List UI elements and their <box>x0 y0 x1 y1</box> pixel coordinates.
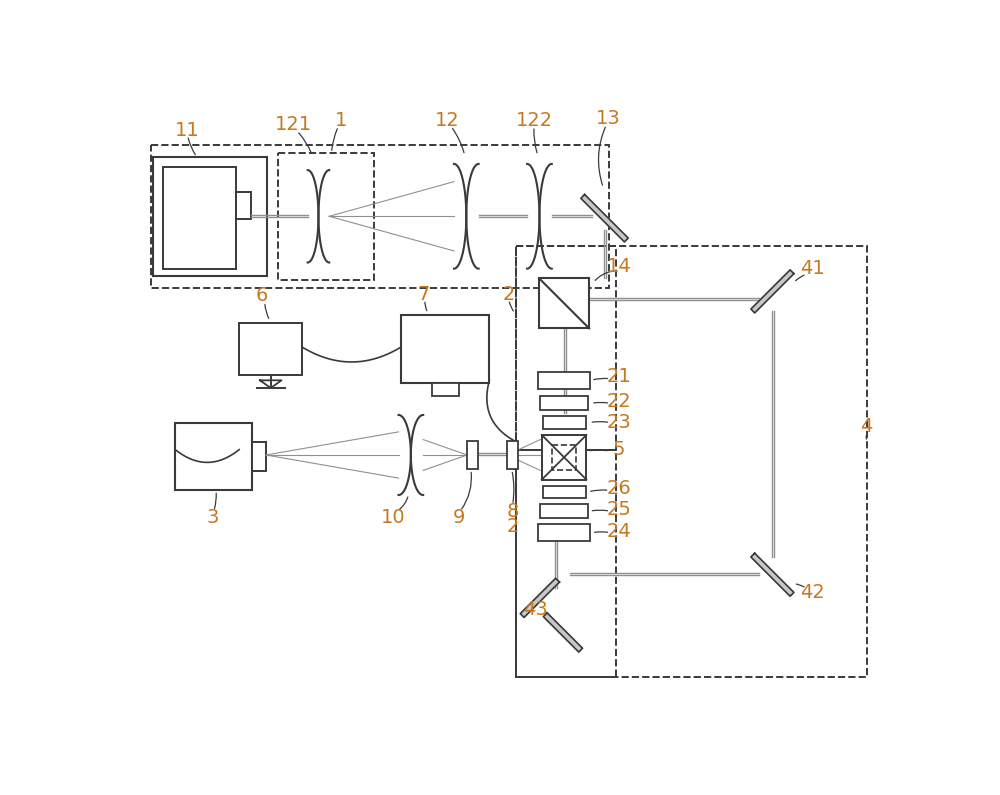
Text: 121: 121 <box>274 115 312 134</box>
Polygon shape <box>581 195 628 242</box>
Text: 21: 21 <box>606 367 631 386</box>
Bar <box>239 323 302 375</box>
Text: 7: 7 <box>418 285 430 304</box>
Text: 5: 5 <box>613 440 625 459</box>
Text: 25: 25 <box>606 500 631 519</box>
Text: 8: 8 <box>506 502 519 521</box>
Text: 24: 24 <box>606 522 631 541</box>
Text: 1: 1 <box>335 111 348 130</box>
Text: 13: 13 <box>596 109 620 128</box>
Text: 23: 23 <box>606 413 631 432</box>
Bar <box>543 417 586 429</box>
Bar <box>507 441 518 469</box>
Bar <box>539 278 589 328</box>
Text: 9: 9 <box>452 508 465 527</box>
Bar <box>163 167 236 269</box>
Bar <box>467 441 478 469</box>
Polygon shape <box>543 613 583 652</box>
Polygon shape <box>751 270 794 313</box>
Text: 2: 2 <box>506 517 519 536</box>
Text: 122: 122 <box>515 111 553 130</box>
Bar <box>432 382 459 397</box>
Text: 11: 11 <box>175 121 200 140</box>
Text: 43: 43 <box>523 600 548 619</box>
Polygon shape <box>520 578 559 618</box>
Text: 12: 12 <box>435 111 459 130</box>
Bar <box>236 192 251 219</box>
Polygon shape <box>751 553 794 596</box>
Text: 41: 41 <box>800 259 825 278</box>
Text: 6: 6 <box>256 286 268 305</box>
Text: 2: 2 <box>502 285 515 304</box>
Bar <box>516 450 616 677</box>
Bar <box>540 397 588 410</box>
Text: 42: 42 <box>800 583 825 602</box>
Bar <box>401 315 489 382</box>
Bar <box>151 145 609 288</box>
Text: 4: 4 <box>861 417 873 436</box>
Text: 3: 3 <box>206 508 218 527</box>
Bar <box>175 423 252 491</box>
Text: 22: 22 <box>606 393 631 411</box>
Bar <box>516 246 867 677</box>
Text: 14: 14 <box>606 257 631 276</box>
Bar <box>278 153 374 280</box>
Bar <box>252 442 266 471</box>
Bar <box>516 246 616 450</box>
Bar <box>540 504 588 518</box>
Text: 26: 26 <box>606 479 631 498</box>
Text: 10: 10 <box>381 508 405 527</box>
Bar <box>552 445 576 470</box>
Bar <box>543 486 586 498</box>
Bar <box>538 372 590 389</box>
Bar <box>153 157 267 277</box>
Bar <box>538 524 590 541</box>
Bar <box>542 435 586 479</box>
